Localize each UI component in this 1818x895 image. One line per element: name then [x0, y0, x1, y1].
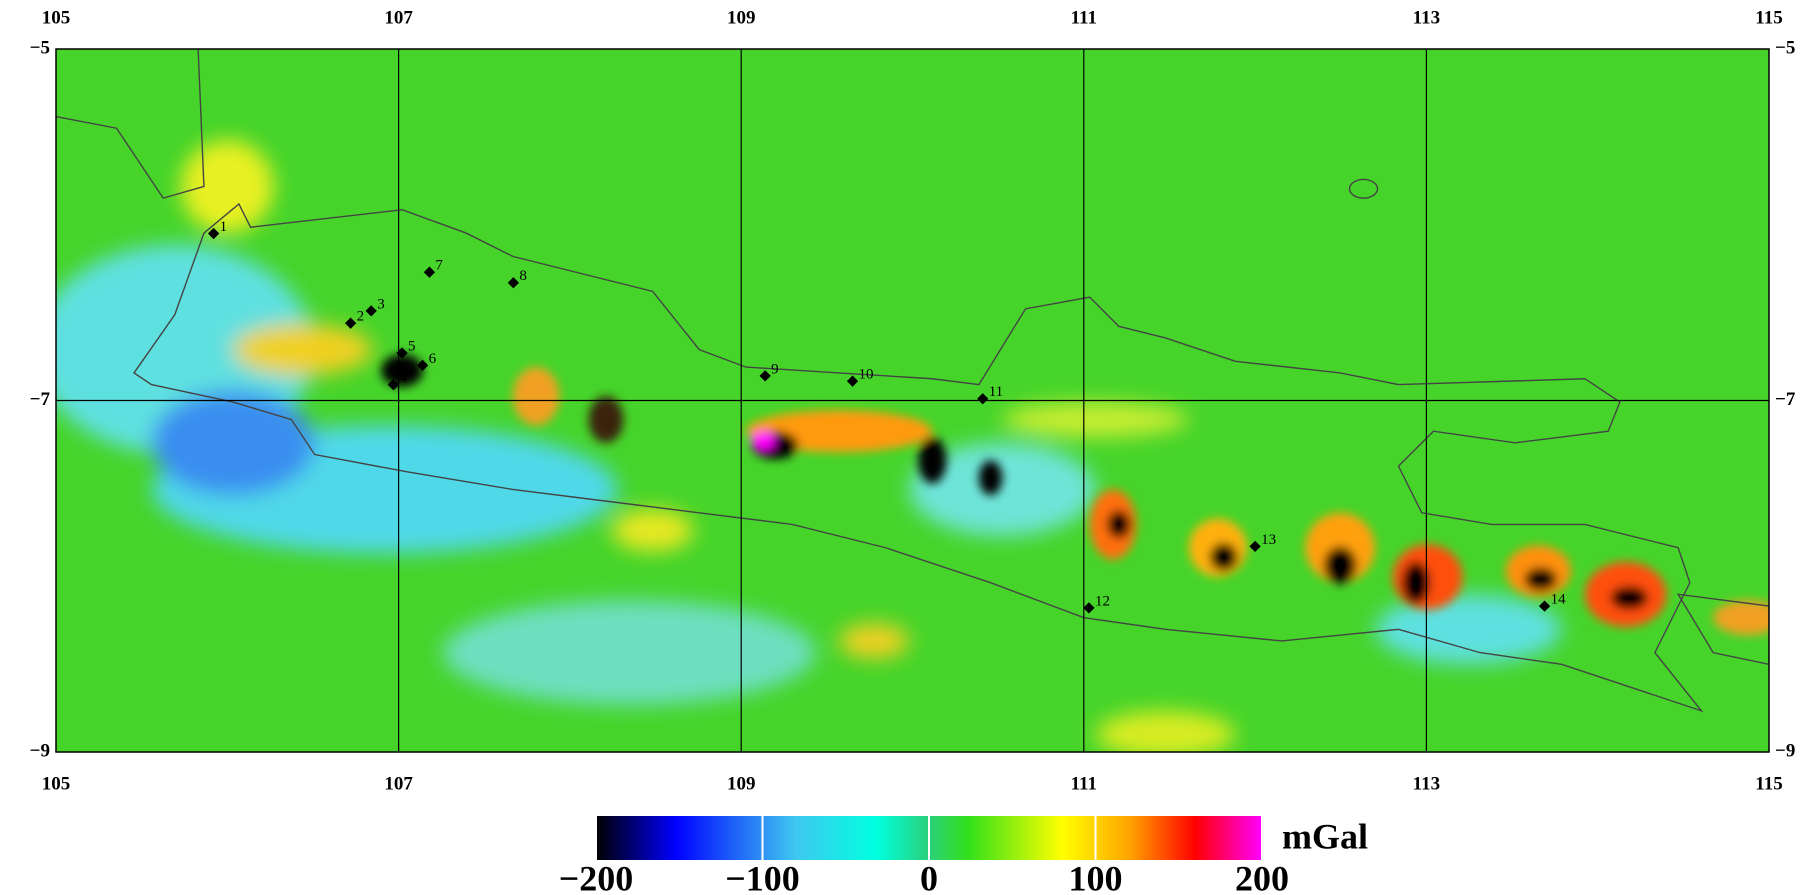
- x-tick-label: 109: [727, 773, 756, 794]
- map-figure: mGal 10510510710710910911111111311311511…: [0, 0, 1818, 895]
- colorbar-tick-label: 200: [1235, 858, 1289, 895]
- station-label: 5: [408, 338, 416, 354]
- y-tick-label: −5: [1775, 37, 1795, 58]
- station-label: 11: [989, 384, 1003, 400]
- x-tick-label: 115: [1755, 7, 1782, 28]
- y-tick-label: −9: [1775, 740, 1795, 761]
- station-label: 4: [399, 370, 407, 386]
- colorbar-tick-label: −200: [559, 858, 634, 895]
- x-tick-label: 105: [42, 7, 71, 28]
- map-background: [35, 49, 1783, 758]
- station-label: 10: [859, 367, 874, 383]
- x-tick-label: 113: [1413, 7, 1440, 28]
- colorbar-tick-label: 100: [1069, 858, 1123, 895]
- x-tick-label: 115: [1755, 773, 1782, 794]
- x-tick-label: 105: [42, 773, 71, 794]
- x-tick-label: 113: [1413, 773, 1440, 794]
- station-label: 1: [220, 219, 228, 235]
- station-label: 3: [377, 296, 385, 312]
- colorbar-tick-label: 0: [920, 858, 938, 895]
- station-label: 13: [1261, 532, 1276, 548]
- station-label: 8: [519, 268, 527, 284]
- y-tick-label: −5: [30, 37, 50, 58]
- station-label: 2: [357, 309, 365, 325]
- y-tick-label: −7: [1775, 389, 1796, 410]
- x-tick-label: 107: [384, 7, 413, 28]
- station-label: 12: [1095, 593, 1110, 609]
- station-label: 9: [771, 361, 779, 377]
- y-tick-label: −7: [30, 389, 51, 410]
- station-label: 6: [429, 351, 437, 367]
- station-label: 14: [1551, 592, 1567, 608]
- x-tick-label: 111: [1071, 7, 1097, 28]
- colorbar-tick-label: −100: [725, 858, 800, 895]
- station-label: 7: [435, 258, 443, 274]
- y-tick-label: −9: [30, 740, 50, 761]
- x-tick-label: 109: [727, 7, 756, 28]
- colorbar-unit: mGal: [1282, 816, 1368, 856]
- x-tick-label: 107: [384, 773, 413, 794]
- x-tick-label: 111: [1071, 773, 1097, 794]
